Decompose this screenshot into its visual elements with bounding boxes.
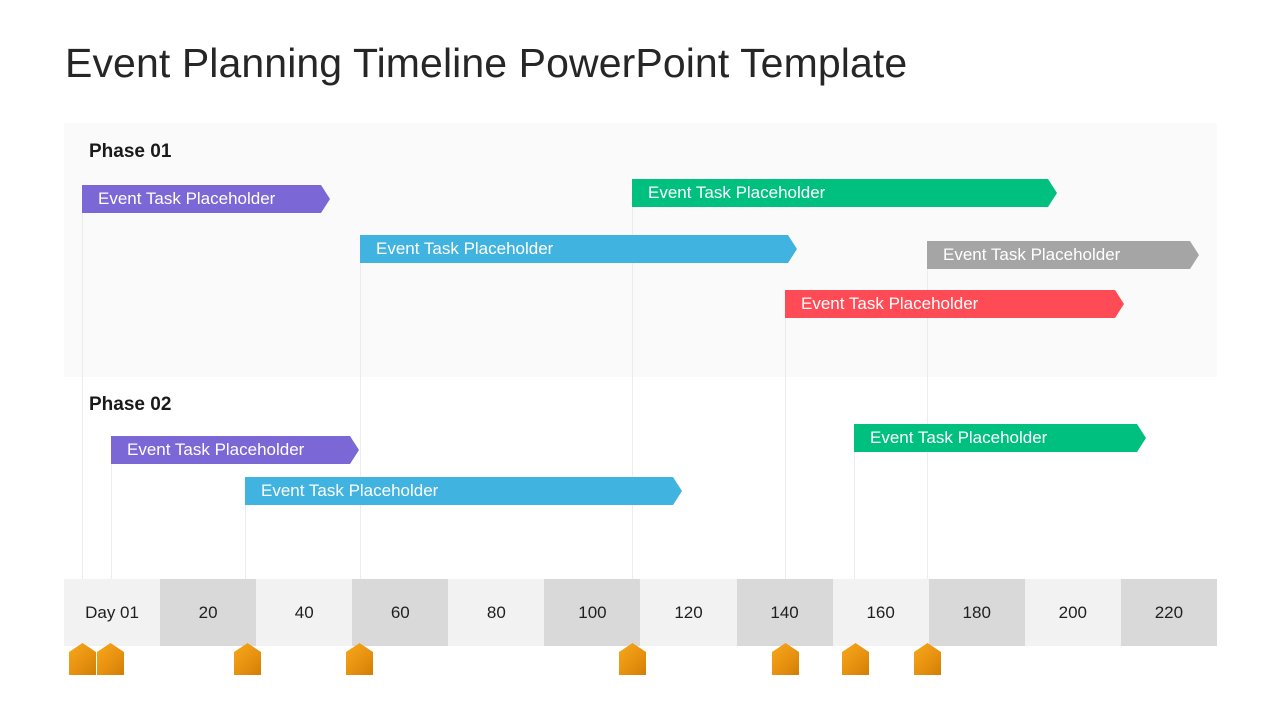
axis-cell-140: 140 <box>736 579 833 646</box>
milestone-marker-icon[interactable] <box>842 643 869 675</box>
axis-cell-60: 60 <box>352 579 449 646</box>
milestone-marker-icon[interactable] <box>234 643 261 675</box>
axis-cell-day-01: Day 01 <box>64 579 161 646</box>
guide-line <box>82 213 83 579</box>
task-bar-purple[interactable]: Event Task Placeholder <box>82 185 330 213</box>
guide-line <box>785 318 786 579</box>
axis-cell-160: 160 <box>832 579 929 646</box>
guide-line <box>245 505 246 579</box>
task-bar-purple[interactable]: Event Task Placeholder <box>111 436 359 464</box>
milestone-marker-icon[interactable] <box>914 643 941 675</box>
phase-02-label: Phase 02 <box>89 394 172 415</box>
milestone-marker-icon[interactable] <box>346 643 373 675</box>
axis-cell-200: 200 <box>1024 579 1121 646</box>
axis-cell-100: 100 <box>544 579 641 646</box>
task-bar-blue[interactable]: Event Task Placeholder <box>245 477 682 505</box>
milestone-marker-icon[interactable] <box>97 643 124 675</box>
guide-line <box>854 452 855 579</box>
milestone-marker-icon[interactable] <box>772 643 799 675</box>
task-bar-green[interactable]: Event Task Placeholder <box>854 424 1146 452</box>
axis-cell-180: 180 <box>928 579 1025 646</box>
axis-cell-20: 20 <box>160 579 257 646</box>
slide-title: Event Planning Timeline PowerPoint Templ… <box>65 40 908 86</box>
guide-line <box>360 263 361 579</box>
task-bar-red[interactable]: Event Task Placeholder <box>785 290 1124 318</box>
task-bar-blue[interactable]: Event Task Placeholder <box>360 235 797 263</box>
axis-cell-220: 220 <box>1120 579 1217 646</box>
milestone-marker-icon[interactable] <box>69 643 96 675</box>
task-bar-green[interactable]: Event Task Placeholder <box>632 179 1057 207</box>
phase-01-label: Phase 01 <box>89 141 172 162</box>
milestone-marker-icon[interactable] <box>619 643 646 675</box>
task-bar-gray[interactable]: Event Task Placeholder <box>927 241 1199 269</box>
axis-cell-40: 40 <box>256 579 353 646</box>
guide-line <box>632 207 633 579</box>
axis-cell-120: 120 <box>640 579 737 646</box>
guide-line <box>111 464 112 579</box>
timeline-axis: Day 01 20 40 60 80 100 120 140 160 180 2… <box>64 579 1217 646</box>
axis-cell-80: 80 <box>448 579 545 646</box>
